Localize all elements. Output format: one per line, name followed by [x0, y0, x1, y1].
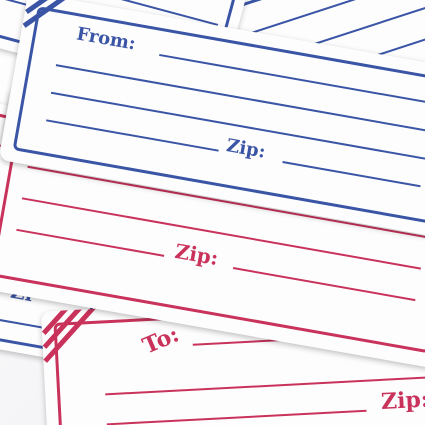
zip-label: Zip: [380, 386, 425, 415]
corner-stripes [41, 308, 104, 371]
